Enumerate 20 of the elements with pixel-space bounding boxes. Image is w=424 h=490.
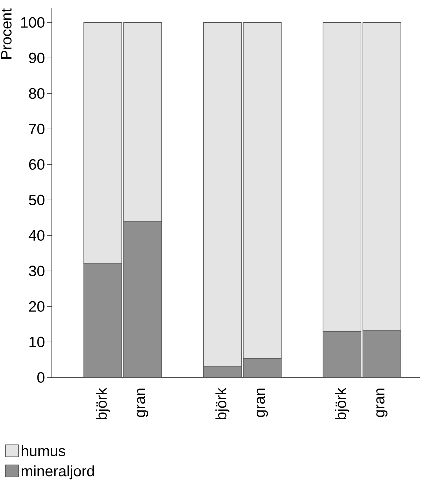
y-tick-label: 0 [38, 372, 45, 384]
y-tick-label: 10 [30, 336, 45, 348]
x-tick-label: gran [376, 388, 388, 418]
legend-label: mineraljord [22, 466, 94, 480]
y-axis-title: Procent [1, 8, 12, 59]
x-tick-label: gran [256, 388, 268, 418]
y-tick-label: 70 [29, 124, 45, 135]
y-tick-label: 40 [28, 230, 45, 242]
y-tick-label: 30 [29, 266, 45, 277]
x-tick-label: björk [96, 388, 110, 420]
x-tick-label: björk [216, 388, 230, 420]
y-tick-label: 50 [29, 194, 45, 206]
y-tick-label: 100 [21, 17, 45, 28]
y-tick-label: 20 [29, 301, 45, 312]
y-tick-label: 90 [29, 52, 45, 64]
y-tick-label: 60 [29, 159, 45, 170]
legend-label: humus [22, 446, 66, 457]
x-tick-label: gran [137, 388, 148, 418]
y-tick-label: 80 [29, 88, 45, 100]
x-tick-label: björk [335, 388, 350, 420]
